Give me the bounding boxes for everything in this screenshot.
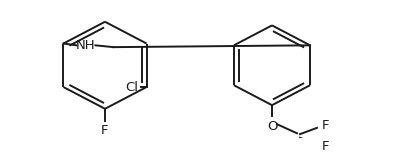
Text: F: F bbox=[322, 140, 330, 152]
Text: F: F bbox=[322, 119, 330, 132]
Text: Cl: Cl bbox=[126, 81, 139, 93]
Text: F: F bbox=[101, 124, 109, 137]
Text: NH: NH bbox=[76, 39, 95, 52]
Text: O: O bbox=[267, 120, 277, 133]
